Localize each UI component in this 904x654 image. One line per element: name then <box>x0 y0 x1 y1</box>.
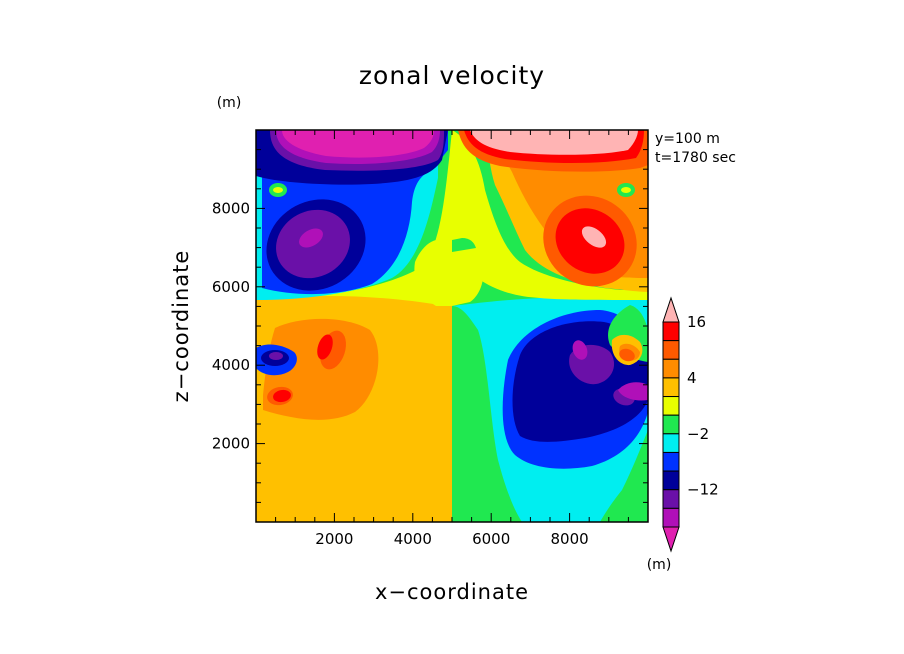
colorbar-swatch <box>662 470 680 491</box>
colorbar: 16 4 −2 −12 <box>662 296 719 553</box>
colorbar-swatch <box>662 358 680 379</box>
colorbar-swatch <box>662 340 680 360</box>
axes: 2000 4000 6000 8000 2000 4000 6000 8000 <box>212 129 649 548</box>
colorbar-label: −2 <box>687 425 709 443</box>
annotation-t: t=1780 sec <box>655 150 736 166</box>
colorbar-swatch <box>662 507 680 528</box>
x-axis-title: x−coordinate <box>375 580 529 604</box>
contour-band <box>619 348 635 362</box>
contour-band <box>452 306 522 522</box>
x-tick-label: 6000 <box>472 530 510 548</box>
contour-fill-group <box>256 130 648 522</box>
contour-band <box>581 226 607 248</box>
colorbar-swatch <box>662 414 680 435</box>
colorbar-label: −12 <box>687 481 719 499</box>
colorbar-extend-top <box>662 296 680 323</box>
contour-band <box>282 130 434 158</box>
y-unit-label: (m) <box>217 95 242 111</box>
y-axis-title: z−coordinate <box>169 250 193 403</box>
colorbar-extend-bottom <box>662 526 680 553</box>
colorbar-label: 16 <box>687 313 706 331</box>
contour-band <box>621 187 631 193</box>
x-tick-label: 2000 <box>315 530 353 548</box>
colorbar-swatch <box>662 489 680 509</box>
x-tick-label: 4000 <box>394 530 432 548</box>
y-tick-label: 6000 <box>212 278 250 296</box>
contour-band <box>273 389 291 403</box>
colorbar-swatch <box>662 377 680 398</box>
contour-band <box>269 352 283 360</box>
contour-band <box>452 130 648 300</box>
colorbar-swatch <box>662 433 680 453</box>
contour-band <box>317 334 333 360</box>
contour-band <box>273 187 283 193</box>
contour-band <box>600 430 648 522</box>
colorbar-swatch <box>662 451 680 472</box>
contour-band <box>448 238 484 306</box>
contour-band <box>470 130 638 155</box>
contour-band <box>452 238 476 252</box>
chart-title: zonal velocity <box>359 61 545 90</box>
annotation-y: y=100 m <box>655 131 720 147</box>
y-tick-label: 2000 <box>212 435 250 453</box>
x-unit-label: (m) <box>647 557 672 573</box>
contour-band <box>618 382 648 401</box>
contour-band <box>414 238 452 306</box>
contour-band <box>299 228 323 248</box>
colorbar-label: 4 <box>687 369 697 387</box>
colorbar-swatch <box>662 321 680 342</box>
contour-plot-area <box>256 130 648 522</box>
x-tick-label: 8000 <box>551 530 589 548</box>
y-tick-label: 8000 <box>212 199 250 217</box>
y-tick-label: 4000 <box>212 356 250 374</box>
colorbar-swatch <box>662 396 680 416</box>
contour-band <box>572 340 588 360</box>
